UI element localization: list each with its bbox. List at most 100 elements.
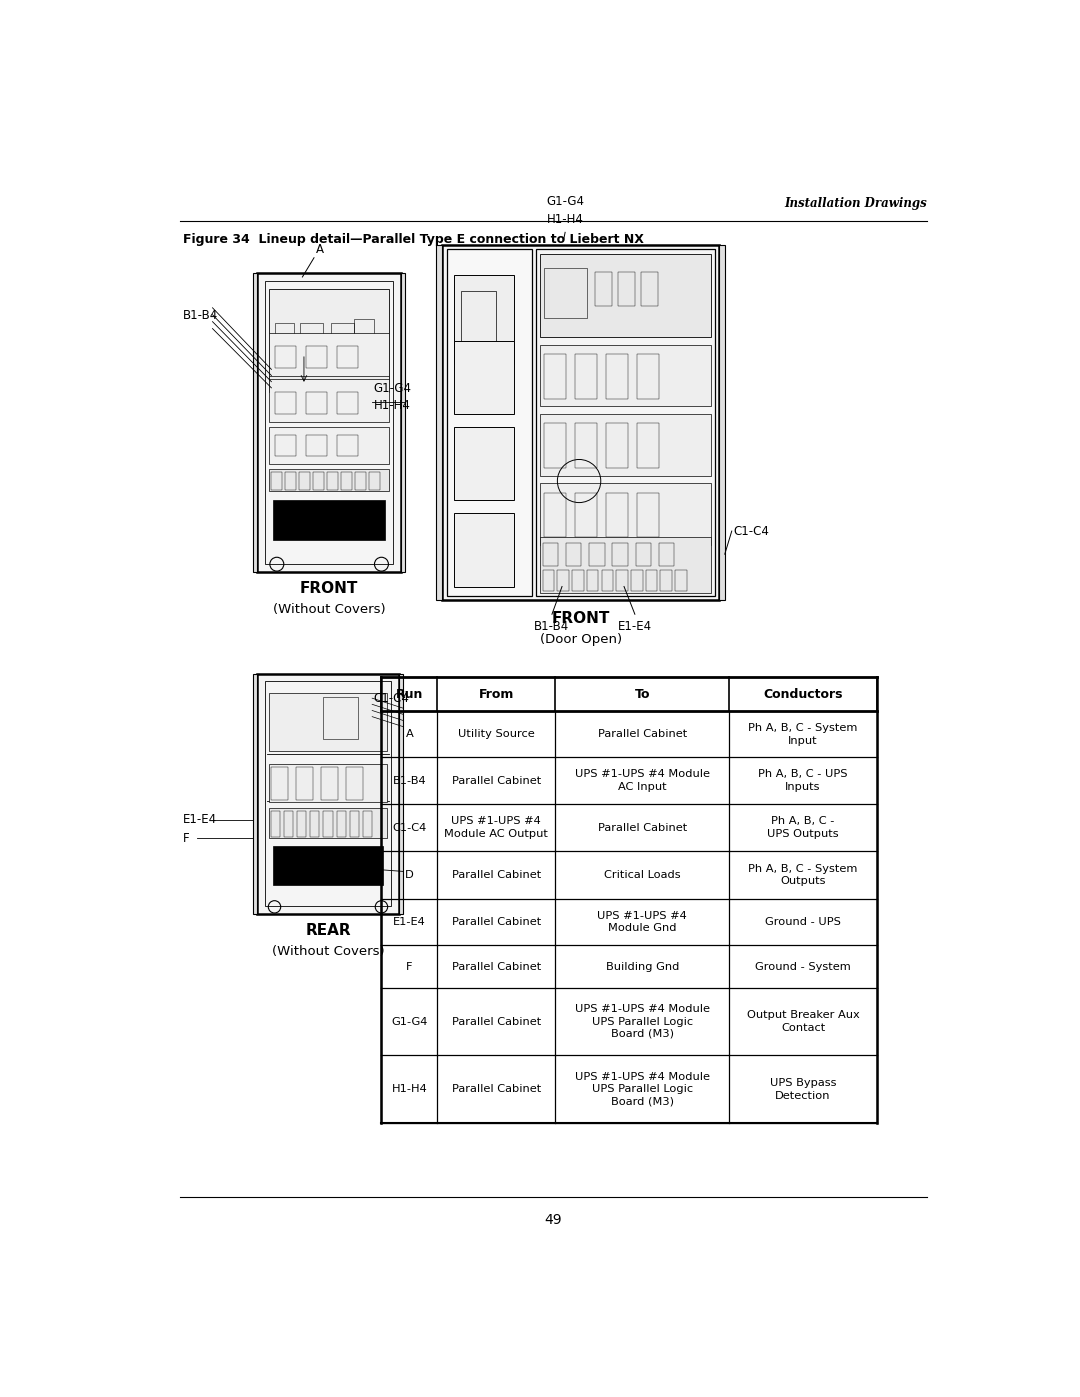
Bar xyxy=(537,249,715,595)
Text: C1-C4: C1-C4 xyxy=(392,823,427,833)
Text: A: A xyxy=(405,729,414,739)
Bar xyxy=(618,271,635,306)
Bar xyxy=(285,472,296,490)
Bar xyxy=(572,570,583,591)
Bar xyxy=(646,570,658,591)
Text: G1-G4: G1-G4 xyxy=(546,194,584,208)
Bar xyxy=(540,345,711,407)
Bar xyxy=(257,673,399,914)
Text: E1-E4: E1-E4 xyxy=(393,918,426,928)
Text: F: F xyxy=(406,961,413,971)
Bar xyxy=(355,472,366,490)
Text: A: A xyxy=(315,243,324,256)
Bar xyxy=(642,271,658,306)
Bar xyxy=(461,291,496,345)
Bar xyxy=(341,472,352,490)
Text: B1-B4: B1-B4 xyxy=(535,620,569,633)
Bar xyxy=(442,244,719,601)
Text: UPS #1-UPS #4 Module
AC Input: UPS #1-UPS #4 Module AC Input xyxy=(575,770,710,792)
Bar xyxy=(337,346,359,367)
Bar xyxy=(337,434,359,457)
Text: Parallel Cabinet: Parallel Cabinet xyxy=(597,823,687,833)
Text: H1-H4: H1-H4 xyxy=(546,214,583,226)
Bar xyxy=(595,271,611,306)
Text: UPS #1-UPS #4
Module Gnd: UPS #1-UPS #4 Module Gnd xyxy=(597,911,687,933)
Bar xyxy=(284,810,293,837)
Bar xyxy=(313,472,324,490)
Bar xyxy=(332,323,354,346)
Text: B1-B4: B1-B4 xyxy=(183,309,218,321)
Text: Ph A, B, C - UPS
Inputs: Ph A, B, C - UPS Inputs xyxy=(758,770,848,792)
Text: Critical Loads: Critical Loads xyxy=(604,870,680,880)
Text: Ground - System: Ground - System xyxy=(755,961,851,971)
Bar xyxy=(454,427,514,500)
Bar xyxy=(271,472,282,490)
Text: REAR: REAR xyxy=(306,923,351,937)
Text: UPS Bypass
Detection: UPS Bypass Detection xyxy=(770,1078,836,1101)
Text: Building Gnd: Building Gnd xyxy=(606,961,679,971)
Text: Parallel Cabinet: Parallel Cabinet xyxy=(451,918,541,928)
Text: UPS #1-UPS #4 Module
UPS Parallel Logic
Board (M3): UPS #1-UPS #4 Module UPS Parallel Logic … xyxy=(575,1071,710,1106)
Bar xyxy=(544,493,566,538)
Bar xyxy=(266,281,393,564)
Bar xyxy=(637,423,659,468)
Bar xyxy=(544,353,566,398)
Bar xyxy=(269,380,389,422)
Text: Ground - UPS: Ground - UPS xyxy=(765,918,841,928)
Bar xyxy=(542,570,554,591)
Text: G1-G4: G1-G4 xyxy=(391,1017,428,1027)
Bar xyxy=(269,427,389,464)
Text: E1-E4: E1-E4 xyxy=(183,813,217,827)
Bar xyxy=(346,767,363,800)
Bar xyxy=(446,249,531,595)
Bar xyxy=(274,323,294,351)
Bar xyxy=(369,472,380,490)
Bar xyxy=(274,346,296,367)
Bar xyxy=(273,500,386,539)
Bar xyxy=(269,469,389,490)
Bar xyxy=(576,423,597,468)
Bar xyxy=(273,847,383,884)
Text: B1-B4: B1-B4 xyxy=(392,775,427,785)
Bar xyxy=(576,353,597,398)
Bar xyxy=(266,682,391,907)
Text: Conductors: Conductors xyxy=(764,687,842,701)
Text: G1-G4: G1-G4 xyxy=(374,381,411,395)
Bar xyxy=(253,673,257,914)
Bar xyxy=(675,570,687,591)
Bar xyxy=(540,414,711,475)
Text: C1-C4: C1-C4 xyxy=(733,525,769,538)
Bar xyxy=(557,570,569,591)
Bar xyxy=(323,697,359,739)
Text: F: F xyxy=(183,831,190,845)
Bar xyxy=(354,320,374,335)
Bar xyxy=(274,434,296,457)
Text: C1-C4: C1-C4 xyxy=(374,692,409,704)
Text: UPS #1-UPS #4
Module AC Output: UPS #1-UPS #4 Module AC Output xyxy=(444,816,548,838)
Bar xyxy=(401,274,405,571)
Bar xyxy=(306,346,327,367)
Bar xyxy=(617,570,627,591)
Bar xyxy=(269,807,387,838)
Text: Parallel Cabinet: Parallel Cabinet xyxy=(451,870,541,880)
Bar xyxy=(253,274,257,571)
Bar xyxy=(602,570,613,591)
Bar xyxy=(586,570,598,591)
Bar xyxy=(271,810,280,837)
Bar xyxy=(576,493,597,538)
Bar xyxy=(637,353,659,398)
Bar xyxy=(296,767,313,800)
Text: 49: 49 xyxy=(544,1213,563,1227)
Bar xyxy=(257,274,401,571)
Bar xyxy=(612,542,627,566)
Bar xyxy=(454,341,514,414)
Bar xyxy=(274,393,296,414)
Bar xyxy=(337,810,346,837)
Bar xyxy=(540,483,711,545)
Bar xyxy=(636,542,651,566)
Text: To: To xyxy=(634,687,650,701)
Text: Parallel Cabinet: Parallel Cabinet xyxy=(451,1084,541,1094)
Bar xyxy=(544,268,586,317)
Bar xyxy=(269,693,387,750)
Text: From: From xyxy=(478,687,514,701)
